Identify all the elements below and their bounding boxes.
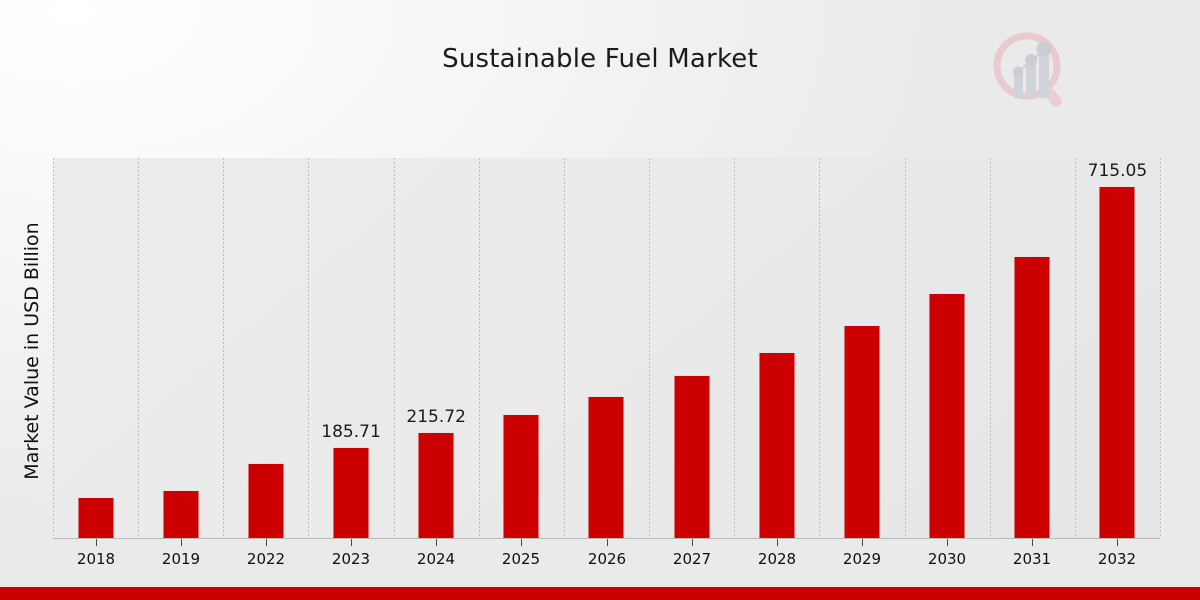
x-axis-label-2025: 2025: [501, 550, 541, 568]
x-axis-label-2032: 2032: [1097, 550, 1137, 568]
y-axis-title: Market Value in USD Billion: [21, 222, 43, 480]
bar-value-label-2024: 215.72: [406, 407, 466, 427]
gridline: [479, 158, 480, 538]
plot-area: 2018 2019 2022 185.71 2023 215.72 2024 2025 2026…: [53, 158, 1161, 568]
bar-value-label-2023: 185.71: [321, 422, 381, 442]
x-axis-label-2018: 2018: [76, 550, 116, 568]
bar-group-2030[interactable]: [905, 158, 990, 538]
bar-2022[interactable]: [247, 463, 285, 538]
bar-group-2028[interactable]: [734, 158, 819, 538]
page-title: Sustainable Fuel Market: [442, 44, 758, 74]
x-axis-tick-2032: [1117, 539, 1118, 546]
gridline: [138, 158, 139, 538]
footer-accent-bar: [0, 587, 1200, 600]
bar-group-2019[interactable]: [138, 158, 223, 538]
bar-2029[interactable]: [843, 325, 881, 538]
bar-2023[interactable]: [332, 447, 370, 538]
x-axis-tick-2022: [266, 539, 267, 546]
bar-2026[interactable]: [587, 396, 625, 538]
x-axis-label-2031: 2031: [1012, 550, 1052, 568]
bar-2030[interactable]: [928, 293, 966, 538]
gridline: [1160, 158, 1161, 538]
gridline: [990, 158, 991, 538]
x-axis-tick-2023: [351, 539, 352, 546]
x-axis-tick-2024: [436, 539, 437, 546]
x-axis-label-2022: 2022: [246, 550, 286, 568]
gridline: [819, 158, 820, 538]
gridline: [308, 158, 309, 538]
x-axis-label-2026: 2026: [587, 550, 627, 568]
gridline: [649, 158, 650, 538]
bar-group-2025[interactable]: [479, 158, 564, 538]
bar-2028[interactable]: [758, 352, 796, 538]
bar-2031[interactable]: [1013, 256, 1051, 538]
x-axis-label-2029: 2029: [842, 550, 882, 568]
x-axis-tick-2019: [181, 539, 182, 546]
bar-2024[interactable]: [417, 432, 455, 538]
x-axis-tick-2026: [607, 539, 608, 546]
x-axis-label-2028: 2028: [757, 550, 797, 568]
x-axis-label-2023: 2023: [331, 550, 371, 568]
gridline: [1075, 158, 1076, 538]
x-axis-label-2030: 2030: [927, 550, 967, 568]
bar-2019[interactable]: [162, 490, 200, 538]
gridline: [734, 158, 735, 538]
bar-group-2024[interactable]: 215.72: [394, 158, 479, 538]
bar-group-2026[interactable]: [564, 158, 649, 538]
x-axis-tick-2027: [692, 539, 693, 546]
x-axis-tick-2029: [862, 539, 863, 546]
gridline: [223, 158, 224, 538]
gridline: [564, 158, 565, 538]
bar-group-2032[interactable]: 715.05: [1075, 158, 1160, 538]
x-axis-tick-2028: [777, 539, 778, 546]
bar-2032[interactable]: [1098, 186, 1136, 538]
x-axis-label-2027: 2027: [672, 550, 712, 568]
bar-group-2027[interactable]: [649, 158, 734, 538]
x-axis-tick-2018: [96, 539, 97, 546]
x-axis-label-2024: 2024: [416, 550, 456, 568]
bar-value-label-2032: 715.05: [1087, 161, 1148, 181]
gridline: [394, 158, 395, 538]
bar-group-2023[interactable]: 185.71: [308, 158, 393, 538]
gridline: [905, 158, 906, 538]
magnifier-bar-chart-logo-icon: [985, 26, 1077, 118]
bar-group-2029[interactable]: [819, 158, 904, 538]
x-axis-tick-2025: [521, 539, 522, 546]
bar-2018[interactable]: [77, 497, 115, 538]
bar-group-2022[interactable]: [223, 158, 308, 538]
x-axis-label-2019: 2019: [161, 550, 201, 568]
bar-group-2018[interactable]: [53, 158, 138, 538]
bar-2025[interactable]: [502, 414, 540, 538]
x-axis-tick-2030: [947, 539, 948, 546]
gridline: [53, 158, 54, 538]
bar-2027[interactable]: [673, 375, 711, 538]
bar-group-2031[interactable]: [990, 158, 1075, 538]
x-axis-tick-2031: [1032, 539, 1033, 546]
